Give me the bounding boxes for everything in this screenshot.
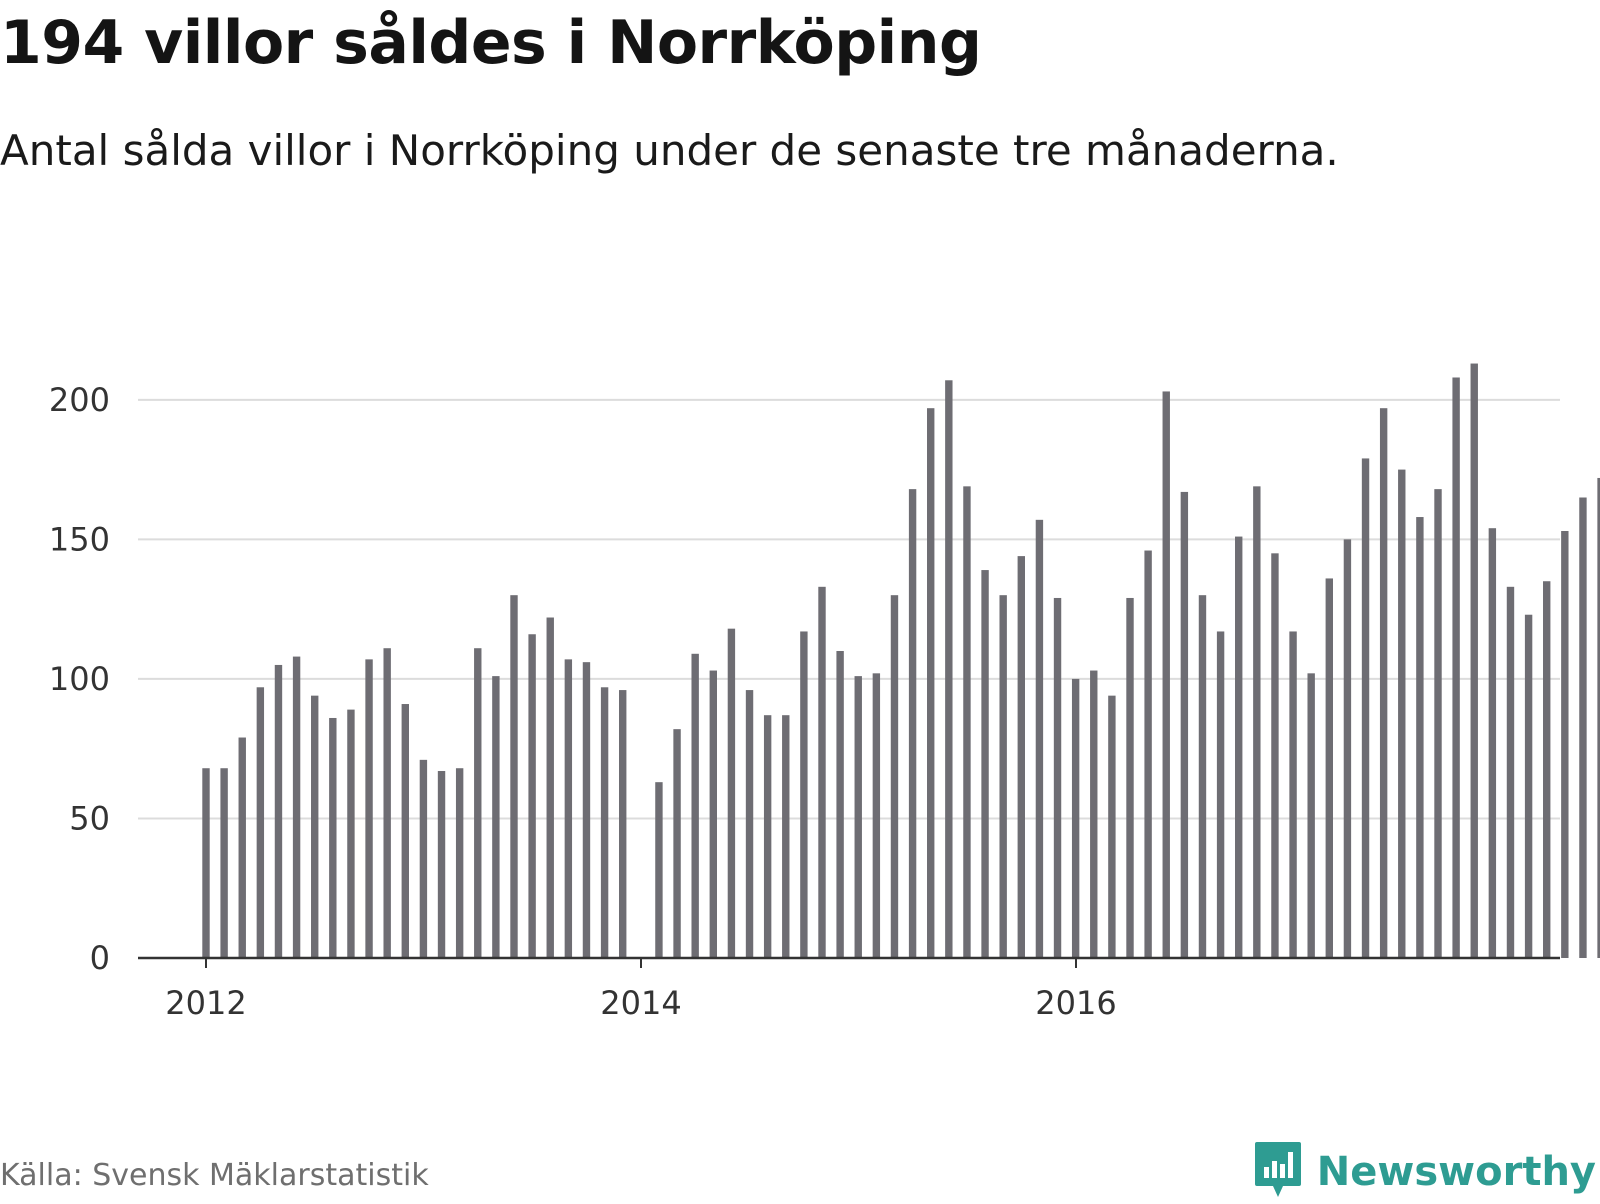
chart-subtitle: Antal sålda villor i Norrköping under de… <box>0 126 1339 175</box>
bar <box>1090 670 1098 958</box>
bar <box>1597 477 1600 958</box>
bar <box>1470 363 1478 958</box>
bar <box>890 595 899 958</box>
x-tick-label: 2012 <box>165 984 246 1022</box>
gridlines <box>138 398 1560 820</box>
bar <box>419 759 428 958</box>
source-note: Källa: Svensk Mäklarstatistik <box>0 1158 429 1193</box>
bar <box>347 709 355 958</box>
bar <box>1162 391 1170 958</box>
bar <box>1235 536 1243 958</box>
bar <box>474 648 482 958</box>
chart-title: 194 villor såldes i Norrköping <box>0 8 982 78</box>
bar <box>455 768 464 958</box>
bar <box>908 489 917 958</box>
bar <box>383 648 391 958</box>
bar <box>1216 631 1225 958</box>
bar <box>655 782 663 958</box>
bar <box>329 717 337 958</box>
bar <box>202 768 210 958</box>
bar <box>220 768 228 958</box>
bar <box>1108 695 1116 958</box>
bar <box>782 715 790 958</box>
bar <box>1524 614 1533 958</box>
bar <box>1452 377 1460 958</box>
y-tick-label: 100 <box>49 660 110 698</box>
bar <box>546 617 554 958</box>
bar <box>510 595 518 958</box>
bar <box>1071 678 1080 958</box>
bar <box>1343 539 1352 958</box>
labels: 050100150200201220142016201920212023 <box>49 381 1117 1022</box>
bar <box>365 659 373 958</box>
bar <box>619 690 627 958</box>
bar <box>1416 517 1424 958</box>
bar <box>727 628 736 958</box>
bar <box>1361 458 1370 958</box>
bar <box>981 570 989 958</box>
y-tick-label: 0 <box>90 939 110 977</box>
bar <box>1126 597 1134 958</box>
bar <box>999 595 1007 958</box>
bar <box>963 486 971 958</box>
bar <box>1307 673 1315 958</box>
bar <box>528 634 536 958</box>
bar <box>1506 586 1515 958</box>
newsworthy-logo-icon <box>1253 1140 1303 1204</box>
axes <box>138 956 1560 968</box>
bar <box>1488 528 1497 958</box>
bar <box>1579 497 1587 958</box>
bar <box>1180 491 1189 958</box>
bar <box>927 408 935 958</box>
bar <box>582 662 591 958</box>
x-tick-label: 2016 <box>1035 984 1116 1022</box>
y-tick-label: 200 <box>49 381 110 419</box>
bar <box>945 380 953 958</box>
bar <box>1198 595 1207 958</box>
bar <box>401 704 409 958</box>
bar <box>600 687 609 958</box>
bar <box>1325 578 1333 958</box>
bar <box>238 737 246 958</box>
bar <box>1289 631 1297 958</box>
bar <box>691 653 699 958</box>
bar <box>492 676 500 958</box>
x-tick-label: 2014 <box>600 984 681 1022</box>
bar <box>1017 556 1025 958</box>
y-tick-label: 150 <box>49 520 110 558</box>
bar <box>800 631 808 958</box>
bar <box>763 715 772 958</box>
bar <box>854 676 862 958</box>
bar <box>1053 597 1062 958</box>
bar <box>745 690 754 958</box>
bar <box>1543 581 1551 958</box>
bar <box>292 656 301 958</box>
bar <box>872 673 881 958</box>
brand-name: Newsworthy <box>1316 1149 1596 1195</box>
bar <box>1144 550 1152 958</box>
bar <box>1271 553 1279 958</box>
bar <box>673 729 681 958</box>
y-tick-label: 50 <box>69 799 110 837</box>
brand[interactable]: Newsworthy <box>1253 1140 1596 1204</box>
bar <box>274 664 283 958</box>
bar <box>818 586 826 958</box>
bar <box>1398 469 1406 958</box>
bar <box>1379 408 1388 958</box>
bars <box>202 363 1600 958</box>
bar <box>709 670 717 958</box>
bar <box>256 687 265 958</box>
bar <box>1561 530 1569 958</box>
bar <box>1253 486 1261 958</box>
bar <box>311 695 319 958</box>
bar <box>564 659 573 958</box>
bar <box>1434 489 1442 958</box>
bar <box>437 771 446 958</box>
bar <box>1035 519 1044 958</box>
bar <box>836 651 844 958</box>
